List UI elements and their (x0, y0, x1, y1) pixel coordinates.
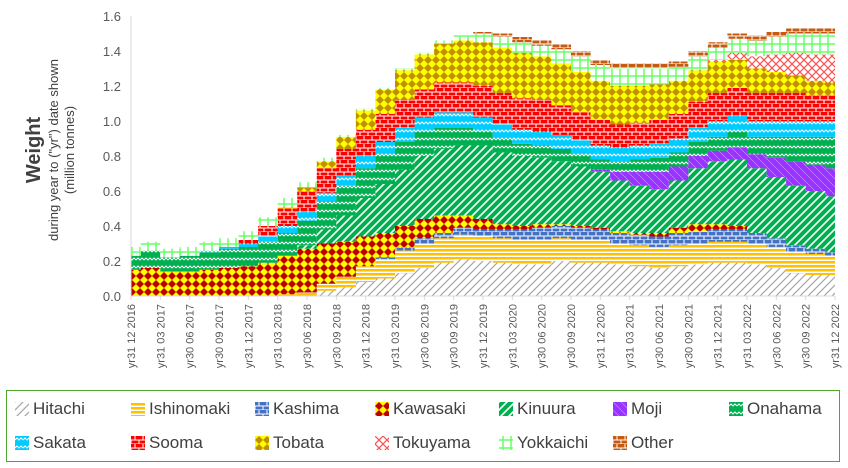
legend-item-tobata: Tobata (255, 431, 324, 455)
x-tick-label: yr30 09 2022 (801, 304, 813, 368)
series-area-kashima (131, 226, 835, 296)
x-tick-label: yr30 06 2022 (771, 304, 783, 368)
legend-swatch (499, 436, 513, 450)
legend-item-onahama: Onahama (729, 397, 822, 421)
x-tick-label: yr31 12 2016 (126, 304, 138, 368)
x-tick-label: yr31 03 2021 (625, 304, 637, 368)
x-tick-label: yr30 06 2020 (537, 304, 549, 368)
legend-swatch (131, 436, 145, 450)
legend-swatch (613, 402, 627, 416)
legend-item-kawasaki: Kawasaki (375, 397, 466, 421)
x-tick-label: yr30 09 2021 (683, 304, 695, 368)
series-area-kinuura (131, 145, 835, 272)
x-tick-label: yr31 03 2017 (155, 304, 167, 368)
legend-label: Tokuyama (393, 433, 471, 452)
x-tick-label: yr30 06 2021 (654, 304, 666, 368)
x-tick-label: yr30 06 2017 (185, 304, 197, 368)
legend-item-sooma: Sooma (131, 431, 203, 455)
y-tick-label: 0.6 (103, 184, 121, 199)
y-axis-title-sub1: during year to ("yr") date shown (46, 59, 61, 241)
series-area-sooma (131, 82, 835, 258)
legend-label: Yokkaichi (517, 433, 589, 452)
legend-label: Other (631, 433, 674, 452)
legend-item-moji: Moji (613, 397, 662, 421)
series-area-tobata (131, 40, 835, 258)
series-area-onahama (131, 128, 835, 272)
legend-swatch (131, 402, 145, 416)
y-tick-label: 1.6 (103, 9, 121, 24)
legend-swatch (15, 402, 29, 416)
legend-label: Sooma (149, 433, 203, 452)
legend-swatch (729, 402, 743, 416)
legend-label: Moji (631, 399, 663, 418)
legend-item-other: Other (613, 431, 674, 455)
x-tick-label: yr31 12 2018 (361, 304, 373, 368)
x-tick-label: yr31 12 2021 (713, 304, 725, 368)
legend-item-hitachi: Hitachi (15, 397, 85, 421)
legend-label: Hitachi (33, 399, 85, 418)
legend-item-ishinomaki: Ishinomaki (131, 397, 230, 421)
x-tick-label: yr30 09 2017 (214, 304, 226, 368)
legend-swatch (499, 402, 513, 416)
legend-item-kashima: Kashima (255, 397, 339, 421)
series-area-ishinomaki (131, 234, 835, 296)
legend-item-yokkaichi: Yokkaichi (499, 431, 588, 455)
x-tick-label: yr30 09 2018 (331, 304, 343, 368)
series-area-yokkaichi (131, 33, 835, 258)
x-tick-label: yr31 03 2018 (273, 304, 285, 368)
legend-swatch (15, 436, 29, 450)
y-axis-title-sub2: (million tonnes) (62, 106, 77, 194)
y-tick-label: 1.0 (103, 114, 121, 129)
legend-label: Onahama (747, 399, 822, 418)
y-tick-label: 0.0 (103, 289, 121, 304)
x-tick-label: yr31 12 2017 (243, 304, 255, 368)
x-tick-label: yr31 03 2020 (507, 304, 519, 368)
legend-label: Sakata (33, 433, 86, 452)
legend-label: Kawasaki (393, 399, 466, 418)
x-tick-label: yr31 03 2022 (742, 304, 754, 368)
x-tick-label: yr30 09 2020 (566, 304, 578, 368)
x-tick-label: yr31 12 2020 (595, 304, 607, 368)
y-tick-label: 1.2 (103, 79, 121, 94)
x-tick-label: yr30 06 2018 (302, 304, 314, 368)
y-axis-title-main: Weight (23, 117, 45, 184)
y-axis-title: Weight (23, 117, 45, 184)
legend-swatch (613, 436, 627, 450)
legend-swatch (375, 402, 389, 416)
legend-label: Kinuura (517, 399, 576, 418)
legend-swatch (255, 402, 269, 416)
series-area-kawasaki (131, 215, 835, 296)
series-layer (131, 28, 835, 296)
legend-label: Ishinomaki (149, 399, 231, 418)
legend: Hitachi Ishinomaki Kashima Kawasaki Kinuura M… (6, 390, 840, 462)
series-area-tokuyama (131, 40, 835, 258)
legend-label: Kashima (273, 399, 340, 418)
legend-swatch (375, 436, 389, 450)
chart-svg: 0.0 0.2 0.4 0.6 0.8 1.0 1.2 1.4 1.6 yr31 12 2016 y… (23, 9, 842, 368)
legend-swatch (255, 436, 269, 450)
x-tick-label: yr30 09 2019 (449, 304, 461, 368)
x-tick-label: yr30 06 2019 (419, 304, 431, 368)
series-area-moji (131, 145, 835, 272)
x-tick-label: yr31 12 2019 (478, 304, 490, 368)
axis-layer: 0.0 0.2 0.4 0.6 0.8 1.0 1.2 1.4 1.6 yr31 12 2016 y… (103, 9, 842, 368)
y-tick-label: 0.4 (103, 219, 121, 234)
y-tick-label: 0.8 (103, 149, 121, 164)
x-tick-label: yr31 12 2022 (830, 304, 842, 368)
series-area-hitachi (131, 259, 835, 296)
x-tick-label: yr31 03 2019 (390, 304, 402, 368)
legend-item-tokuyama: Tokuyama (375, 431, 470, 455)
legend-item-kinuura: Kinuura (499, 397, 576, 421)
legend-item-sakata: Sakata (15, 431, 86, 455)
series-area-sakata (131, 112, 835, 258)
y-tick-label: 1.4 (103, 44, 121, 59)
legend-label: Tobata (273, 433, 325, 452)
y-tick-label: 0.2 (103, 254, 121, 269)
